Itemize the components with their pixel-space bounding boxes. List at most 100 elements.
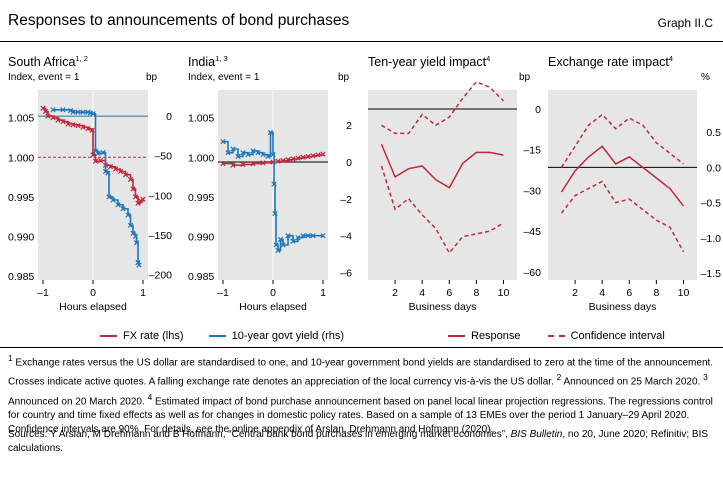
sa-series-yield-point (75, 109, 81, 115)
sa-series-fx-point (42, 108, 49, 114)
legend-fx-label: FX rate (lhs) (123, 330, 184, 342)
yield-xtick-label: 2 (392, 287, 398, 299)
india-ytick-right: –2 (340, 194, 352, 206)
yield-xlabel: Business days (409, 301, 477, 313)
india-series-yield-point (267, 129, 274, 136)
sa-series-fx-point (97, 157, 104, 164)
india-left-unit: Index, event = 1 (188, 72, 260, 83)
fx-ytick-right: –1.0 (701, 233, 722, 245)
india-xtick-label: 1 (320, 287, 326, 299)
india-series-yield-point (270, 151, 276, 158)
india-ytick-left: 0.995 (188, 192, 214, 204)
panel-title-india: India1, 3 (188, 54, 228, 70)
india-series-fx-point (275, 158, 281, 164)
panel-title-south-africa: South Africa1, 2 (8, 54, 88, 70)
india-series-yield-point (295, 234, 301, 241)
india-series-yield-point (235, 153, 241, 160)
yield-series-response-line (380, 144, 504, 189)
india-ytick-right: –6 (340, 268, 352, 280)
sa-ytick-right: –50 (154, 151, 172, 163)
india-series-yield-point (245, 151, 251, 158)
sa-series-fx-point (130, 186, 136, 192)
india-series-yield-point (320, 233, 326, 239)
legend-ci-swatch (547, 335, 565, 338)
sa-series-yield-point (125, 212, 131, 218)
fx-xtick-label: 2 (572, 287, 578, 299)
india-series-yield-point (275, 247, 281, 254)
sa-xtick-label: 1 (140, 287, 146, 299)
yield-xtick-label: 4 (419, 287, 425, 299)
sa-series-fx-point (127, 176, 134, 183)
india-series-yield-point (300, 233, 306, 239)
sa-series-fx-point (80, 124, 86, 130)
chart-title: Responses to announcements of bond purch… (8, 12, 350, 29)
yield-xtick-label: 10 (498, 287, 510, 299)
charts-canvas: 0.9850.9900.9951.0001.005–200–150–100–50… (8, 81, 722, 313)
india-series-fx-point (300, 154, 306, 160)
sa-series-yield-point (120, 206, 126, 212)
india-series-fx-point (230, 162, 236, 168)
india-xtick-label: –1 (217, 287, 229, 299)
sa-ytick-right: 0 (166, 111, 172, 123)
legend-response-swatch (448, 335, 465, 338)
notes-rule (0, 347, 723, 348)
sa-ytick-right: –200 (149, 269, 173, 281)
fx-xtick-label: 4 (599, 287, 605, 299)
legend-ci-label: Confidence interval (570, 330, 665, 342)
sa-series-fx-point (65, 121, 71, 127)
india-series-yield-point (265, 153, 271, 160)
sa-xlabel: Hours elapsed (59, 301, 127, 313)
sa-series-yield-point (100, 149, 106, 156)
sa-series-fx-point (60, 119, 66, 125)
india-series-yield-point (290, 238, 296, 244)
fx-series-response-line (560, 145, 685, 207)
sa-series-fx-point (45, 113, 51, 119)
sa-series-yield-point (127, 222, 134, 228)
sa-series-fx-point (70, 122, 76, 128)
fx-ytick-right: 0.5 (706, 127, 721, 139)
sa-series-yield-point (110, 197, 116, 203)
sa-series-fx-point (75, 123, 81, 129)
yield-plot-area (368, 90, 517, 280)
yield-ytick-right: –30 (523, 185, 541, 197)
india-ytick-right: 0 (346, 157, 352, 169)
fx-xlabel: Business days (589, 301, 657, 313)
sa-xtick-label: 0 (90, 287, 96, 299)
india-ytick-right: –4 (340, 231, 352, 243)
sa-series-fx-point (137, 198, 144, 204)
yield-ytick-right: –45 (523, 226, 541, 238)
fx-series-ci-line (560, 180, 685, 253)
india-series-fx-point (295, 155, 301, 161)
yield-xtick-label: 8 (473, 287, 479, 299)
india-series-yield-point (230, 146, 236, 152)
sources: Sources: Y Arslan, M Drehmann and B Hofm… (8, 429, 709, 454)
sa-series-fx-point (89, 127, 95, 133)
sa-series-yield-point (136, 262, 142, 268)
india-series-fx-point (305, 153, 311, 160)
sa-ytick-left: 0.995 (8, 192, 34, 204)
legend-right: Response Confidence interval (448, 330, 665, 342)
sa-series-fx-point (50, 115, 56, 121)
sa-ytick-left: 0.985 (8, 271, 34, 283)
panel-title-fx-impact: Exchange rate impact4 (548, 54, 674, 70)
fx-series-ci-line (560, 113, 684, 168)
sa-ytick-left: 1.000 (8, 152, 34, 164)
india-series-fx-point (280, 157, 286, 164)
fx-right-unit: % (701, 72, 710, 83)
title-rule (0, 41, 723, 42)
sa-ytick-right: –150 (149, 230, 173, 242)
sa-series-yield-point (102, 168, 109, 175)
fx-ytick-right: 0.0 (706, 162, 721, 174)
legend-yield-label: 10-year govt yield (rhs) (231, 330, 345, 342)
sa-series-yield-point (105, 170, 111, 176)
sa-ytick-left: 1.005 (8, 113, 34, 125)
india-series-yield-point (240, 150, 246, 156)
yield-ytick-right: –15 (523, 145, 541, 157)
india-series-fx-point (310, 153, 316, 159)
sa-series-fx-point (92, 158, 99, 164)
yield-right-unit: bp (519, 72, 531, 83)
india-series-yield-point (277, 236, 284, 243)
india-series-fx-point (250, 161, 256, 167)
india-series-fx-point (315, 152, 321, 158)
fx-xtick-label: 10 (678, 287, 690, 299)
